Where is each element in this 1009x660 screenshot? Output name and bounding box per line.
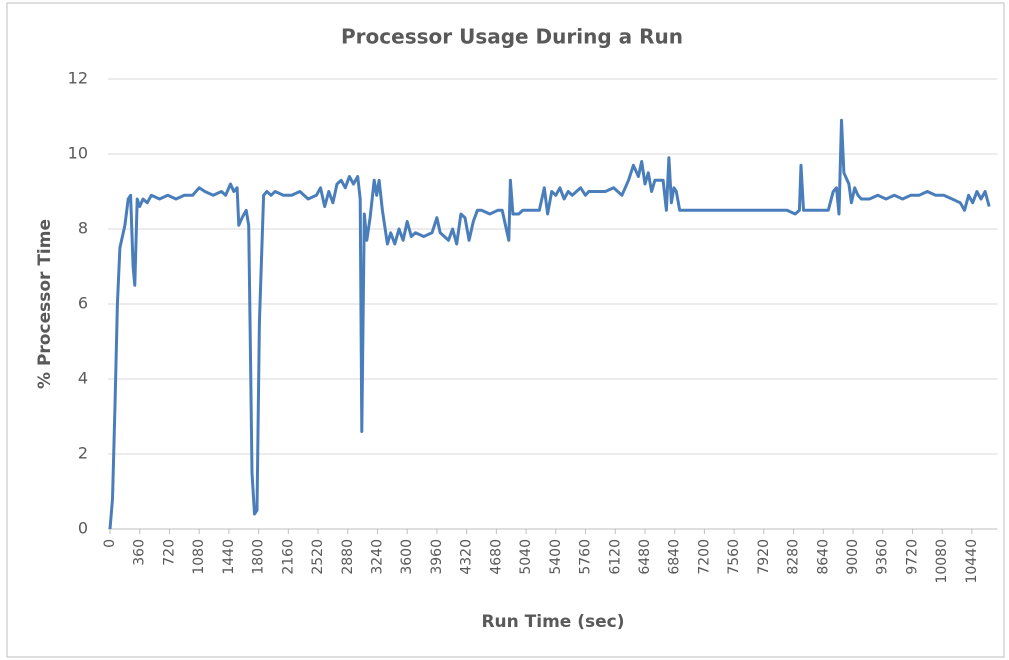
x-tick-label: 5400 <box>548 539 564 575</box>
x-tick-label: 9000 <box>845 539 861 575</box>
x-tick-label: 5760 <box>578 539 594 575</box>
x-tick-label: 1800 <box>251 539 267 575</box>
x-tick-label: 5040 <box>518 539 534 575</box>
x-tick-label: 7200 <box>696 539 712 575</box>
y-tick-label: 10 <box>68 144 88 163</box>
x-tick-label: 9720 <box>904 539 920 575</box>
x-tick-label: 4320 <box>459 539 475 575</box>
y-tick-label: 2 <box>78 444 88 463</box>
y-tick-label: 6 <box>78 294 88 313</box>
data-line <box>108 118 991 530</box>
x-tick-label: 10440 <box>964 539 980 584</box>
chart-title: Processor Usage During a Run <box>341 25 683 49</box>
x-tick-label: 2520 <box>310 539 326 575</box>
x-tick-label: 4680 <box>488 539 504 575</box>
y-tick-label: 0 <box>78 519 88 538</box>
x-tick-label: 7920 <box>756 539 772 575</box>
x-tick-label: 1440 <box>221 539 237 575</box>
x-tick-label: 3960 <box>429 539 445 575</box>
x-tick-label: 9360 <box>875 539 891 575</box>
x-tick-label: 360 <box>132 539 148 566</box>
x-tick-label: 0 <box>102 539 118 548</box>
x-tick-label: 2160 <box>280 539 296 575</box>
x-tick-label: 8640 <box>815 539 831 575</box>
chart-frame <box>6 2 1005 658</box>
x-tick-label: 2880 <box>340 539 356 575</box>
y-axis-title: % Processor Time <box>35 219 55 389</box>
x-axis-title: Run Time (sec) <box>481 612 624 632</box>
y-tick-label: 12 <box>68 69 88 88</box>
x-tick-label: 1080 <box>191 539 207 575</box>
y-tick-label: 8 <box>78 219 88 238</box>
x-tick-label: 8280 <box>786 539 802 575</box>
y-tick-label: 4 <box>78 369 88 388</box>
x-tick-label: 7560 <box>726 539 742 575</box>
x-tick-label: 6120 <box>607 539 623 575</box>
x-tick-label: 10080 <box>934 539 950 584</box>
x-tick-label: 6840 <box>667 539 683 575</box>
x-tick-label: 6480 <box>637 539 653 575</box>
x-tick-label: 3600 <box>399 539 415 575</box>
x-tick-label: 3240 <box>369 539 385 575</box>
x-tick-label: 720 <box>161 539 177 566</box>
